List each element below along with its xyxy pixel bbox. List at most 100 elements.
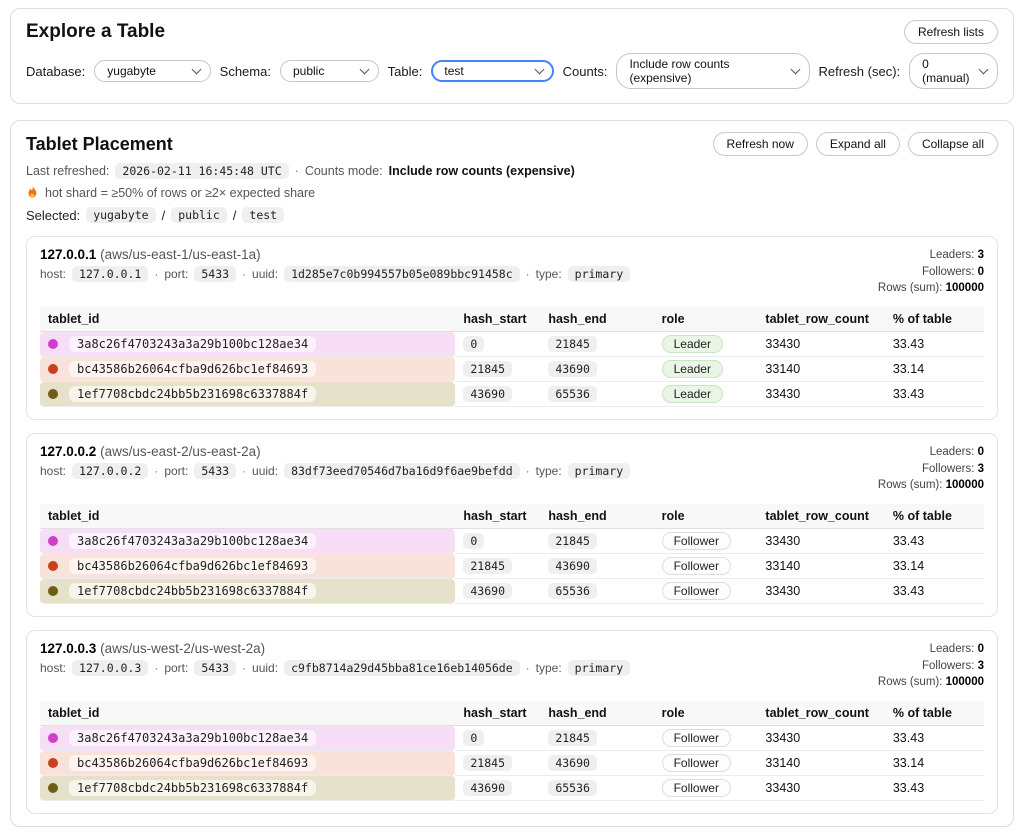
node-details: host: 127.0.0.3 · port: 5433 · uuid: c9fb87… (40, 660, 631, 677)
section-title: Tablet Placement (26, 133, 173, 154)
col-role: role (653, 504, 758, 530)
node-host: 127.0.0.1 (72, 266, 149, 282)
chevron-down-icon (534, 64, 545, 75)
schema-select-value: public (292, 64, 325, 78)
col-hash-end: hash_end (540, 701, 654, 727)
last-refreshed-label: Last refreshed: (26, 164, 110, 178)
table-row: 3a8c26f4703243a3a29b100bc128ae34 0 21845… (40, 529, 984, 555)
followers-count: 0 (977, 265, 984, 278)
refresh-sec-label: Refresh (sec): (818, 63, 901, 79)
node-stats: Leaders: 0 Followers: 3 Rows (sum): 1000… (877, 446, 984, 492)
followers-count: 3 (977, 462, 984, 475)
schema-select[interactable]: public (279, 60, 379, 82)
refresh-now-button[interactable]: Refresh now (712, 132, 808, 156)
node-ip: 127.0.0.3 (40, 641, 97, 657)
node-uuid: 83df73eed70546d7ba16d9f6ae9befdd (284, 463, 520, 480)
node-zone: (aws/us-east-2/us-east-2a) (100, 444, 261, 460)
col-tablet-id: tablet_id (40, 504, 456, 530)
placement-card: Tablet Placement Refresh now Expand all … (10, 120, 1014, 828)
table-row: 1ef7708cbdc24bb5b231698c6337884f 43690 6… (40, 382, 984, 408)
chevron-down-icon (978, 64, 989, 75)
tablet-table: tablet_id hash_start hash_end role table… (40, 701, 984, 802)
table-row: 1ef7708cbdc24bb5b231698c6337884f 43690 6… (40, 579, 984, 605)
chevron-down-icon (359, 64, 370, 75)
col-hash-end: hash_end (540, 504, 654, 530)
expand-all-button[interactable]: Expand all (815, 132, 900, 156)
node-stats: Leaders: 0 Followers: 3 Rows (sum): 1000… (877, 643, 984, 689)
table-row: bc43586b26064cfba9d626bc1ef84693 21845 4… (40, 751, 984, 777)
node-card-127-0-0-3: 127.0.0.3 (aws/us-west-2/us-west-2a) hos… (26, 630, 998, 815)
refresh-sec-select[interactable]: 0 (manual) (909, 53, 998, 89)
table-row: bc43586b26064cfba9d626bc1ef84693 21845 4… (40, 357, 984, 383)
role-badge: Follower (661, 754, 731, 773)
tablet-id: 1ef7708cbdc24bb5b231698c6337884f (69, 386, 317, 403)
tablet-color-dot (48, 586, 58, 597)
node-card-127-0-0-2: 127.0.0.2 (aws/us-east-2/us-east-2a) hos… (26, 433, 998, 618)
tablet-id: 1ef7708cbdc24bb5b231698c6337884f (69, 583, 317, 600)
leaders-count: 3 (977, 249, 984, 261)
database-select[interactable]: yugabyte (94, 60, 211, 82)
table-row: 3a8c26f4703243a3a29b100bc128ae34 0 21845… (40, 332, 984, 358)
col-hash-start: hash_start (455, 307, 541, 333)
refresh-sec-select-value: 0 (manual) (922, 57, 970, 85)
node-port: 5433 (194, 463, 237, 480)
node-host: 127.0.0.3 (72, 660, 149, 677)
selected-line: Selected: yugabyte / public / test (26, 207, 998, 223)
leaders-count: 0 (977, 446, 984, 459)
table-select-value: test (444, 64, 464, 78)
table-row: 3a8c26f4703243a3a29b100bc128ae34 0 21845… (40, 726, 984, 752)
node-details: host: 127.0.0.2 · port: 5433 · uuid: 83df73… (40, 463, 631, 480)
tablet-color-dot (48, 758, 58, 769)
role-badge: Leader (661, 360, 723, 379)
tablet-id: 1ef7708cbdc24bb5b231698c6337884f (69, 780, 317, 797)
role-badge: Follower (661, 532, 731, 551)
node-zone: (aws/us-east-1/us-east-1a) (100, 247, 261, 262)
col-pct: % of table (884, 307, 984, 333)
node-type: primary (567, 660, 631, 677)
tablet-color-dot (48, 339, 58, 350)
node-title: 127.0.0.2 (aws/us-east-2/us-east-2a) (40, 444, 630, 459)
selected-label: Selected: (26, 207, 81, 223)
table-row: 1ef7708cbdc24bb5b231698c6337884f 43690 6… (40, 776, 984, 802)
counts-mode-label: Counts mode: (304, 164, 383, 178)
refresh-lists-button[interactable]: Refresh lists (903, 20, 998, 44)
collapse-all-button[interactable]: Collapse all (907, 132, 998, 156)
node-uuid: c9fb8714a29d45bba81ce16eb14056de (284, 660, 520, 677)
last-refreshed-value: 2026-02-11 16:45:48 UTC (115, 163, 289, 179)
counts-select[interactable]: Include row counts (expensive) (616, 53, 810, 89)
schema-label: Schema: (219, 63, 271, 79)
role-badge: Leader (661, 335, 723, 354)
col-hash-end: hash_end (540, 307, 654, 333)
tablet-id: bc43586b26064cfba9d626bc1ef84693 (69, 558, 317, 575)
tablet-id: 3a8c26f4703243a3a29b100bc128ae34 (69, 336, 317, 353)
table-label: Table: (387, 63, 423, 79)
node-details: host: 127.0.0.1 · port: 5433 · uuid: 1d285e… (40, 266, 631, 282)
col-role: role (653, 701, 758, 727)
col-row-count: tablet_row_count (757, 701, 885, 727)
node-uuid: 1d285e7c0b994557b05e089bbc91458c (284, 266, 520, 282)
tablet-table: tablet_id hash_start hash_end role table… (40, 307, 984, 408)
tablet-color-dot (48, 389, 58, 400)
role-badge: Follower (661, 582, 731, 601)
tablet-id: bc43586b26064cfba9d626bc1ef84693 (69, 755, 317, 772)
node-stats: Leaders: 3 Followers: 0 Rows (sum): 1000… (877, 249, 984, 295)
tablet-id: 3a8c26f4703243a3a29b100bc128ae34 (69, 533, 317, 550)
col-row-count: tablet_row_count (757, 307, 885, 333)
hot-shard-line: hot shard = ≥50% of rows or ≥2× expected… (26, 186, 998, 200)
node-title: 127.0.0.1 (aws/us-east-1/us-east-1a) (40, 247, 630, 262)
node-ip: 127.0.0.1 (40, 247, 97, 262)
table-row: bc43586b26064cfba9d626bc1ef84693 21845 4… (40, 554, 984, 580)
role-badge: Leader (661, 385, 723, 404)
selected-database: yugabyte (86, 207, 156, 223)
selected-schema: public (171, 207, 227, 223)
node-port: 5433 (194, 266, 237, 282)
selected-table: test (242, 207, 285, 223)
table-select[interactable]: test (431, 60, 554, 82)
tablet-color-dot (48, 733, 58, 744)
col-pct: % of table (884, 701, 984, 727)
filter-controls: Database: yugabyte Schema: public Table:… (26, 53, 998, 89)
tablet-color-dot (48, 536, 58, 547)
tablet-color-dot (48, 783, 58, 794)
tablet-color-dot (48, 561, 58, 572)
col-hash-start: hash_start (455, 504, 541, 530)
